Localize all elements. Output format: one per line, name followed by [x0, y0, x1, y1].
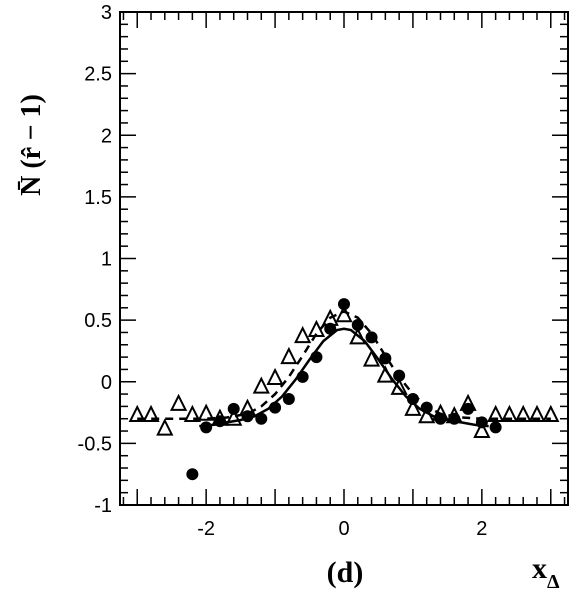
- open-triangle-point: [307, 319, 326, 337]
- y-tick-label: -0.5: [78, 433, 112, 455]
- y-tick-label: 2: [101, 125, 112, 147]
- x-tick-label: 2: [476, 518, 487, 540]
- filled-circle-point: [365, 331, 378, 344]
- open-triangle-point: [390, 377, 408, 395]
- open-triangle-point: [280, 346, 298, 365]
- filled-circle-point: [379, 352, 392, 365]
- open-triangle-point: [266, 367, 284, 386]
- filled-circle-point: [296, 370, 309, 383]
- x-tick-label: -2: [197, 518, 215, 540]
- data-markers: [128, 298, 560, 481]
- filled-circle-point: [255, 412, 268, 425]
- y-tick-label: 1.5: [84, 187, 112, 209]
- y-tick-label: 0.5: [84, 310, 112, 332]
- open-triangle-point: [128, 404, 146, 423]
- open-triangle-point: [418, 406, 436, 424]
- open-triangle-point: [500, 404, 519, 423]
- open-triangle-point: [459, 393, 477, 411]
- open-triangle-point: [294, 325, 312, 344]
- y-tick-label: 0: [101, 372, 112, 394]
- open-triangle-point: [225, 408, 243, 426]
- open-triangle-point: [211, 408, 229, 426]
- open-triangle-point: [169, 393, 188, 411]
- open-triangle-point: [376, 365, 394, 383]
- open-triangle-point: [252, 376, 270, 394]
- y-tick-label: 1: [101, 249, 112, 271]
- y-axis-ticks: -1 -0.5 0 0.5 1 1.5 2 2.5 3: [78, 2, 568, 517]
- filled-circle-point: [338, 298, 350, 311]
- open-triangle-point: [542, 404, 560, 423]
- filled-circle-point: [393, 369, 406, 382]
- open-triangle-point: [197, 403, 215, 421]
- open-triangle-point: [487, 404, 505, 423]
- filled-circle-point: [241, 410, 254, 423]
- fit-curves: [137, 310, 551, 428]
- y-tick-label: 2.5: [84, 64, 112, 86]
- plot-frame: [119, 11, 569, 506]
- filled-circle-point: [200, 421, 213, 434]
- panel-label: (d): [327, 556, 364, 589]
- filled-circle-point: [462, 402, 475, 415]
- open-triangle-point: [362, 349, 381, 367]
- y-tick-label: -1: [94, 495, 112, 517]
- open-triangle-point: [349, 327, 367, 345]
- open-triangle-point: [528, 404, 546, 423]
- open-triangle-point: [142, 404, 160, 423]
- open-triangle-point: [321, 308, 339, 326]
- open-triangle-point: [514, 404, 532, 423]
- x-axis-ticks: -2 0 2: [122, 12, 566, 540]
- x-axis-title-subscript: Δ: [547, 571, 560, 593]
- y-tick-label: 3: [101, 2, 112, 24]
- open-triangle-point: [238, 398, 257, 416]
- open-triangle-point: [183, 404, 201, 423]
- open-triangle-point: [335, 304, 353, 323]
- filled-circle-point: [269, 401, 282, 414]
- filled-circle-point: [489, 421, 502, 434]
- y-axis-title: N̄ (r̂ − 1): [16, 94, 47, 196]
- open-triangle-point: [445, 406, 463, 424]
- filled-circle-point: [310, 351, 323, 364]
- filled-circle-point: [186, 468, 199, 481]
- open-triangle-point: [404, 398, 422, 416]
- filled-circle-point: [351, 319, 364, 332]
- filled-circle-point: [434, 412, 447, 425]
- open-triangle-point: [473, 420, 491, 439]
- open-triangle-point: [156, 418, 174, 436]
- x-axis-title: xΔ: [532, 552, 560, 593]
- filled-circle-point: [282, 393, 295, 406]
- x-tick-label: 0: [338, 518, 349, 540]
- x-axis-title-main: x: [532, 552, 547, 585]
- open-triangle-point: [431, 403, 450, 421]
